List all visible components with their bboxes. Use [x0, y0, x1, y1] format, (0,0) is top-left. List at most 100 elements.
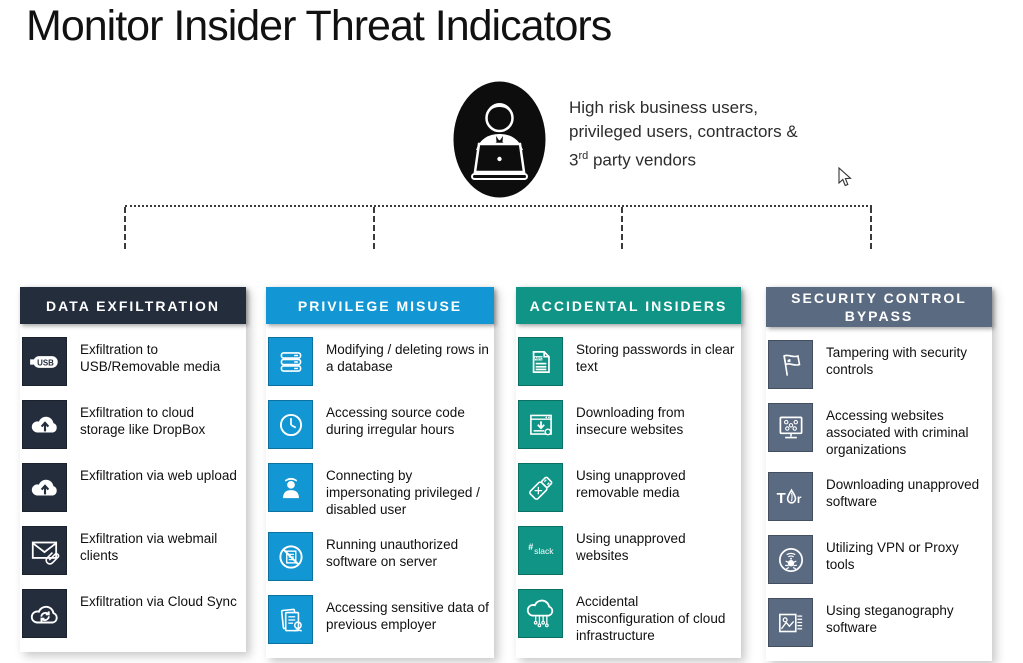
clock-icon — [279, 413, 302, 436]
indicator-item: Modifying / deleting rows in a database — [268, 337, 490, 386]
icon-tile: # slack — [518, 526, 563, 575]
column-accidental-insiders: ACCIDENTAL INSIDERS ABC Storing password… — [516, 287, 741, 658]
insider-user-icon — [453, 81, 546, 198]
icon-tile — [768, 535, 813, 584]
column-header-privilege-misuse: PRIVILEGE MISUSE — [266, 287, 494, 324]
cloud-misconfiguration-icon — [526, 599, 553, 627]
indicator-item: Exfiltration via webmail clients — [22, 526, 242, 575]
indicator-text: Downloading from insecure websites — [576, 405, 685, 437]
svg-text:slack: slack — [534, 546, 554, 556]
indicator-text: Exfiltration via web upload — [80, 468, 237, 483]
column-header-data-exfiltration: DATA EXFILTRATION — [20, 287, 246, 324]
svg-text:r: r — [796, 492, 801, 505]
indicator-text: Utilizing VPN or Proxy tools — [826, 540, 959, 572]
indicator-text: Downloading unapproved software — [826, 477, 980, 509]
indicator-text: Accidental misconfiguration of cloud inf… — [576, 594, 726, 643]
indicator-item: Using steganography software — [768, 598, 988, 647]
cloud-upload-icon — [31, 416, 57, 432]
indicator-item: Accessing source code during irregular h… — [268, 400, 490, 449]
icon-tile — [268, 595, 313, 644]
prohibited-software-icon — [278, 544, 303, 569]
usb-stick-icon — [528, 476, 552, 500]
svg-text:#: # — [528, 541, 533, 551]
column-title: ACCIDENTAL INSIDERS — [529, 297, 728, 314]
icon-tile — [768, 598, 813, 647]
indicator-item: Connecting by impersonating privileged /… — [268, 463, 490, 518]
indicator-item: ABC Storing passwords in clear text — [518, 337, 737, 386]
indicator-item: Using unapproved removable media — [518, 463, 737, 512]
indicator-text: Exfiltration to USB/Removable media — [80, 342, 221, 374]
icon-tile — [768, 340, 813, 389]
column-title: SECURITY CONTROL BYPASS — [791, 290, 967, 324]
indicator-text: Tampering with security controls — [826, 345, 968, 377]
indicator-text: Exfiltration via Cloud Sync — [80, 594, 237, 609]
indicator-item: USB Exfiltration to USB/Removable media — [22, 337, 242, 386]
icon-tile — [518, 589, 563, 638]
cloud-upload-icon — [31, 479, 57, 495]
connector-horizontal — [125, 205, 872, 207]
icon-tile — [268, 463, 313, 512]
column-title: PRIVILEGE MISUSE — [297, 297, 463, 314]
column-title: DATA EXFILTRATION — [46, 297, 220, 314]
icon-tile — [268, 532, 313, 581]
icon-tile: USB — [22, 337, 67, 386]
insider-persona: High risk business users, privileged use… — [452, 80, 798, 199]
icon-tile — [268, 337, 313, 386]
cloud-sync-icon — [30, 605, 58, 623]
database-icon — [280, 351, 301, 372]
persona-description: High risk business users, privileged use… — [569, 80, 798, 199]
svg-text:ABC: ABC — [534, 356, 543, 360]
connector-drop-1 — [124, 207, 126, 249]
indicator-item: Exfiltration via web upload — [22, 463, 242, 512]
column-item-list: USB Exfiltration to USB/Removable media … — [20, 324, 246, 652]
usb-icon: USB — [29, 355, 58, 368]
impersonation-user-icon — [282, 477, 299, 498]
indicator-text: Storing passwords in clear text — [576, 342, 735, 374]
icon-tile — [268, 400, 313, 449]
indicator-text: Exfiltration to cloud storage like DropB… — [80, 405, 206, 437]
indicator-item: Accessing sensitive data of previous emp… — [268, 595, 490, 644]
icon-tile — [22, 400, 67, 449]
column-data-exfiltration: DATA EXFILTRATION USB Exfiltration to US… — [20, 287, 246, 652]
indicator-item: T r Downloading unapproved software — [768, 472, 988, 521]
indicator-item: Exfiltration to cloud storage like DropB… — [22, 400, 242, 449]
clear-text-document-icon: ABC — [532, 350, 550, 373]
indicator-text: Using unapproved removable media — [576, 468, 686, 500]
page-title: Monitor Insider Threat Indicators — [26, 2, 612, 50]
column-item-list: Modifying / deleting rows in a database … — [266, 324, 494, 658]
icon-tile — [22, 589, 67, 638]
indicator-item: Tampering with security controls — [768, 340, 988, 389]
column-item-list: ABC Storing passwords in clear text — [516, 324, 741, 658]
icon-tile: ABC — [518, 337, 563, 386]
column-header-security-control-bypass: SECURITY CONTROL BYPASS — [766, 287, 992, 327]
indicator-text: Connecting by impersonating privileged /… — [326, 468, 480, 517]
persona-line-1: High risk business users, — [569, 98, 758, 117]
column-privilege-misuse: PRIVILEGE MISUSE Modifying / deleting ro… — [266, 287, 494, 658]
svg-text:T: T — [776, 490, 785, 506]
persona-line-2: privileged users, contractors & — [569, 122, 798, 141]
icon-tile: T r — [768, 472, 813, 521]
indicator-item: # slack Using unapproved websites — [518, 526, 737, 575]
connector-drop-2 — [373, 207, 375, 249]
indicator-text: Using steganography software — [826, 603, 954, 635]
indicator-item: Utilizing VPN or Proxy tools — [768, 535, 988, 584]
icon-tile — [518, 400, 563, 449]
column-security-control-bypass: SECURITY CONTROL BYPASS Tampering with s… — [766, 287, 992, 661]
flag-icon — [782, 354, 800, 376]
connector-drop-4 — [870, 207, 872, 249]
webmail-icon — [31, 541, 59, 565]
indicator-text: Accessing sensitive data of previous emp… — [326, 600, 489, 632]
criminal-website-icon — [779, 416, 802, 438]
persona-line-3: 3rd party vendors — [569, 150, 696, 170]
icon-tile — [768, 403, 813, 452]
tor-icon: T r — [776, 487, 801, 506]
indicator-item: Running unauthorized software on server — [268, 532, 490, 581]
indicator-item: Exfiltration via Cloud Sync — [22, 589, 242, 638]
indicator-text: Modifying / deleting rows in a database — [326, 342, 489, 374]
steganography-icon — [778, 613, 802, 632]
column-header-accidental-insiders: ACCIDENTAL INSIDERS — [516, 287, 741, 324]
insecure-download-icon — [529, 414, 552, 435]
svg-text:USB: USB — [37, 358, 54, 367]
icon-tile — [518, 463, 563, 512]
indicator-item: Downloading from insecure websites — [518, 400, 737, 449]
